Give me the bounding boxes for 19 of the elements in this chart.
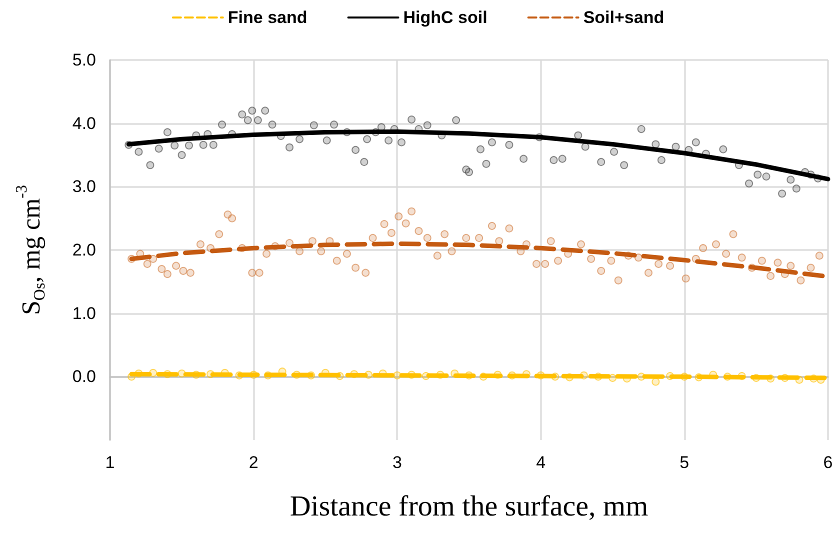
x-tick-label: 3 <box>392 453 402 472</box>
x-tick-label: 5 <box>680 453 690 472</box>
x-tick-label: 2 <box>248 453 258 472</box>
y-tick-label: 1.0 <box>72 304 96 323</box>
x-tick-label: 1 <box>105 453 115 472</box>
line-series <box>126 129 830 182</box>
x-axis-title: Distance from the surface, mm <box>290 490 649 522</box>
point <box>652 378 660 386</box>
x-tick-label: 4 <box>536 453 546 472</box>
legend-label: Fine sand <box>228 8 308 27</box>
y-tick-label: 4.0 <box>72 114 96 133</box>
legend-label: Soil+sand <box>583 8 664 27</box>
y-tick-label: 0.0 <box>72 367 96 386</box>
y-axis-title: SOs, mg cm-3 <box>14 184 48 316</box>
y-tick-label: 2.0 <box>72 240 96 260</box>
y-tick-label: 5.0 <box>72 50 96 70</box>
legend-label: HighC soil <box>403 8 488 27</box>
y-tick-label: 3.0 <box>72 177 96 196</box>
x-tick-label: 6 <box>823 453 833 472</box>
